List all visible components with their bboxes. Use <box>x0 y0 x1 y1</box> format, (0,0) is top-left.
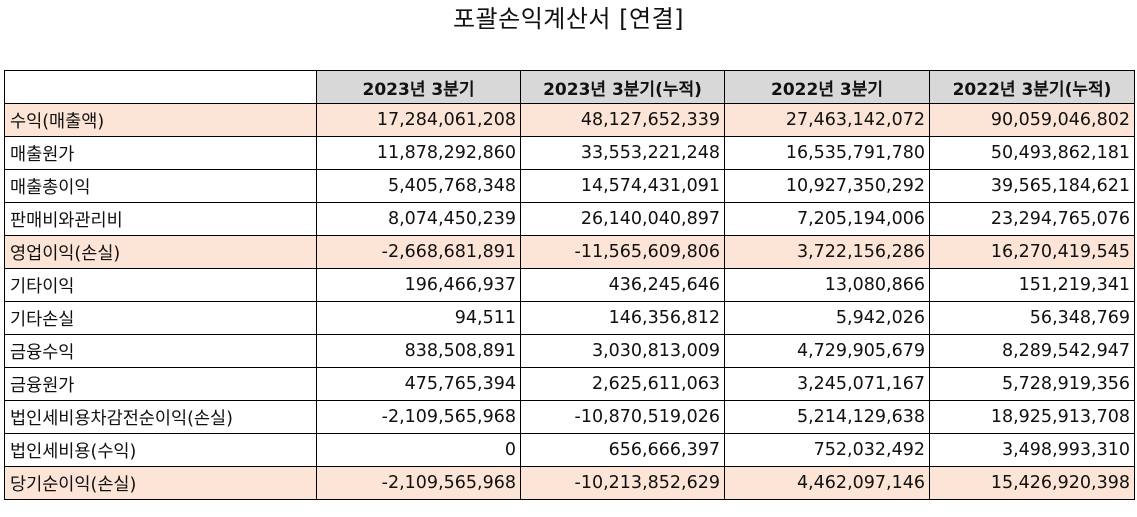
table-body: 수익(매출액) 17,284,061,208 48,127,652,339 27,46… <box>4 103 1135 500</box>
value-cell: 146,356,812 <box>520 301 725 335</box>
value-cell: 26,140,040,897 <box>520 202 725 236</box>
table-row: 영업이익(손실) -2,668,681,891 -11,565,609,806 3,7… <box>4 235 1135 269</box>
table-row: 기타손실 94,511 146,356,812 5,942,026 56,348,769 <box>4 301 1135 335</box>
row-label: 판매비와관리비 <box>4 202 317 236</box>
value-cell: 3,245,071,167 <box>724 367 930 401</box>
row-label: 영업이익(손실) <box>4 235 317 269</box>
value-cell: 7,205,194,006 <box>724 202 930 236</box>
value-cell: 10,927,350,292 <box>724 169 930 203</box>
value-cell: 436,245,646 <box>520 268 725 302</box>
value-cell: 151,219,341 <box>929 268 1135 302</box>
value-cell: -2,668,681,891 <box>316 235 521 269</box>
value-cell: 752,032,492 <box>724 433 930 467</box>
header-row: 2023년 3분기 2023년 3분기(누적) 2022년 3분기 2022년 … <box>4 70 1135 104</box>
value-cell: 3,030,813,009 <box>520 334 725 368</box>
value-cell: 4,462,097,146 <box>724 466 930 500</box>
value-cell: 17,284,061,208 <box>316 103 521 137</box>
value-cell: 4,729,905,679 <box>724 334 930 368</box>
value-cell: 14,574,431,091 <box>520 169 725 203</box>
row-label: 법인세비용(수익) <box>4 433 317 467</box>
column-header-2023-q3: 2023년 3분기 <box>316 70 521 104</box>
income-statement-table: 2023년 3분기 2023년 3분기(누적) 2022년 3분기 2022년 … <box>4 70 1135 500</box>
value-cell: 475,765,394 <box>316 367 521 401</box>
value-cell: 656,666,397 <box>520 433 725 467</box>
value-cell: 27,463,142,072 <box>724 103 930 137</box>
column-header-2023-q3-cumulative: 2023년 3분기(누적) <box>520 70 725 104</box>
table-row: 당기순이익(손실) -2,109,565,968 -10,213,852,629 4,… <box>4 466 1135 500</box>
table-row: 매출원가 11,878,292,860 33,553,221,248 16,535,7… <box>4 136 1135 170</box>
row-label: 금융수익 <box>4 334 317 368</box>
row-label: 금융원가 <box>4 367 317 401</box>
column-header-2022-q3: 2022년 3분기 <box>724 70 930 104</box>
value-cell: 2,625,611,063 <box>520 367 725 401</box>
value-cell: 8,289,542,947 <box>929 334 1135 368</box>
table-row: 수익(매출액) 17,284,061,208 48,127,652,339 27,46… <box>4 103 1135 137</box>
value-cell: 50,493,862,181 <box>929 136 1135 170</box>
value-cell: 5,405,768,348 <box>316 169 521 203</box>
value-cell: 16,535,791,780 <box>724 136 930 170</box>
row-label: 당기순이익(손실) <box>4 466 317 500</box>
column-header-2022-q3-cumulative: 2022년 3분기(누적) <box>929 70 1135 104</box>
row-label: 법인세비용차감전순이익(손실) <box>4 400 317 434</box>
value-cell: -10,870,519,026 <box>520 400 725 434</box>
value-cell: 8,074,450,239 <box>316 202 521 236</box>
row-label: 매출총이익 <box>4 169 317 203</box>
value-cell: 23,294,765,076 <box>929 202 1135 236</box>
value-cell: 33,553,221,248 <box>520 136 725 170</box>
table-row: 판매비와관리비 8,074,450,239 26,140,040,897 7,205,… <box>4 202 1135 236</box>
page-title: 포괄손익계산서 [연결] <box>452 5 685 33</box>
table-row: 금융원가 475,765,394 2,625,611,063 3,245,071,16… <box>4 367 1135 401</box>
value-cell: 48,127,652,339 <box>520 103 725 137</box>
value-cell: 39,565,184,621 <box>929 169 1135 203</box>
table-row: 법인세비용(수익) 0 656,666,397 752,032,492 3,498,99… <box>4 433 1135 467</box>
table-row: 금융수익 838,508,891 3,030,813,009 4,729,905,67… <box>4 334 1135 368</box>
value-cell: 94,511 <box>316 301 521 335</box>
value-cell: 11,878,292,860 <box>316 136 521 170</box>
value-cell: 5,728,919,356 <box>929 367 1135 401</box>
value-cell: 13,080,866 <box>724 268 930 302</box>
row-label: 기타이익 <box>4 268 317 302</box>
value-cell: 16,270,419,545 <box>929 235 1135 269</box>
value-cell: 5,214,129,638 <box>724 400 930 434</box>
value-cell: 196,466,937 <box>316 268 521 302</box>
value-cell: 838,508,891 <box>316 334 521 368</box>
row-label: 수익(매출액) <box>4 103 317 137</box>
row-label: 기타손실 <box>4 301 317 335</box>
value-cell: -11,565,609,806 <box>520 235 725 269</box>
column-header-corner <box>4 70 317 104</box>
table-row: 기타이익 196,466,937 436,245,646 13,080,866 151,… <box>4 268 1135 302</box>
value-cell: 5,942,026 <box>724 301 930 335</box>
value-cell: 3,498,993,310 <box>929 433 1135 467</box>
value-cell: 3,722,156,286 <box>724 235 930 269</box>
value-cell: 0 <box>316 433 521 467</box>
table-row: 법인세비용차감전순이익(손실) -2,109,565,968 -10,870,519… <box>4 400 1135 434</box>
value-cell: -10,213,852,629 <box>520 466 725 500</box>
value-cell: -2,109,565,968 <box>316 400 521 434</box>
table-row: 매출총이익 5,405,768,348 14,574,431,091 10,927,3… <box>4 169 1135 203</box>
value-cell: 15,426,920,398 <box>929 466 1135 500</box>
value-cell: 56,348,769 <box>929 301 1135 335</box>
value-cell: -2,109,565,968 <box>316 466 521 500</box>
row-label: 매출원가 <box>4 136 317 170</box>
value-cell: 18,925,913,708 <box>929 400 1135 434</box>
value-cell: 90,059,046,802 <box>929 103 1135 137</box>
